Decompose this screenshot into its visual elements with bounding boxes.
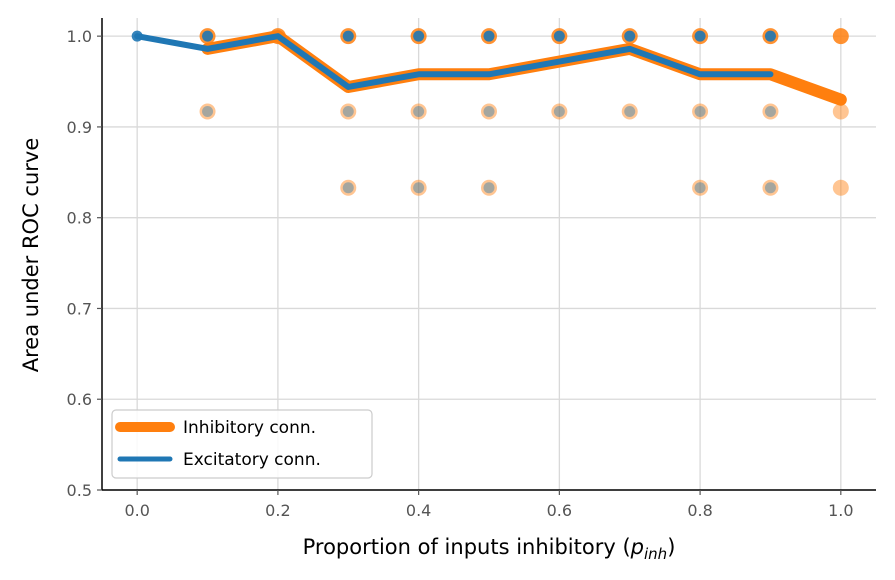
- excitatory-point: [413, 105, 425, 117]
- excitatory-point: [413, 30, 425, 42]
- excitatory-point: [413, 182, 425, 194]
- excitatory-point: [483, 30, 495, 42]
- inhibitory-point: [762, 103, 779, 120]
- inhibitory-point: [340, 179, 357, 196]
- y-tick-label: 0.6: [67, 390, 92, 409]
- x-tick-label: 0.2: [265, 501, 290, 520]
- excitatory-point: [624, 105, 636, 117]
- inhibitory-point: [410, 103, 427, 120]
- inhibitory-point: [410, 179, 427, 196]
- y-tick-label: 0.5: [67, 481, 92, 500]
- excitatory-point: [202, 30, 214, 42]
- excitatory-point: [694, 105, 706, 117]
- excitatory-point: [553, 105, 565, 117]
- excitatory-point: [483, 182, 495, 194]
- y-axis-title: Area under ROC curve: [19, 138, 43, 372]
- excitatory-point: [483, 105, 495, 117]
- excitatory-point: [342, 182, 354, 194]
- y-tick-label: 0.8: [67, 209, 92, 228]
- excitatory-point: [342, 105, 354, 117]
- inhibitory-point: [832, 103, 849, 120]
- excitatory-point: [694, 30, 706, 42]
- inhibitory-point: [551, 103, 568, 120]
- excitatory-points: [131, 30, 776, 194]
- tick-labels: 0.0 0.2 0.4 0.6 0.8 1.0 0.5 0.6 0.7 0.8 0.9 1.0: [67, 27, 854, 520]
- x-tick-label: 0.0: [124, 501, 149, 520]
- y-tick-label: 0.9: [67, 118, 92, 137]
- inhibitory-point: [692, 103, 709, 120]
- x-axis-title: Proportion of inputs inhibitory (pinh): [303, 535, 676, 563]
- y-tick-label: 0.7: [67, 299, 92, 318]
- inhibitory-point: [762, 179, 779, 196]
- y-tick-label: 1.0: [67, 27, 92, 46]
- x-tick-label: 0.6: [547, 501, 572, 520]
- inhibitory-point: [692, 179, 709, 196]
- inhibitory-point: [481, 179, 497, 196]
- excitatory-point: [553, 30, 565, 42]
- inhibitory-point: [340, 103, 357, 120]
- inhibitory-point: [621, 103, 638, 120]
- series-lines: [134, 30, 847, 106]
- legend: Inhibitory conn. Excitatory conn.: [111, 409, 373, 479]
- inhibitory-point: [481, 103, 497, 120]
- excitatory-point: [342, 30, 354, 42]
- inhibitory-point: [199, 103, 216, 120]
- excitatory-point: [764, 30, 776, 42]
- excitatory-point: [764, 182, 776, 194]
- excitatory-point: [624, 30, 636, 42]
- inhibitory-point: [832, 179, 849, 196]
- x-tick-label: 1.0: [828, 501, 853, 520]
- legend-label-excitatory: Excitatory conn.: [183, 450, 321, 470]
- excitatory-line: [134, 33, 774, 90]
- x-tick-label: 0.4: [406, 501, 431, 520]
- x-tick-label: 0.8: [687, 501, 712, 520]
- excitatory-point: [764, 105, 776, 117]
- excitatory-point: [694, 182, 706, 194]
- axes: [101, 18, 876, 491]
- inhibitory-point: [832, 28, 849, 45]
- legend-frame: [111, 409, 373, 479]
- excitatory-point: [202, 105, 214, 117]
- legend-label-inhibitory: Inhibitory conn.: [183, 418, 316, 438]
